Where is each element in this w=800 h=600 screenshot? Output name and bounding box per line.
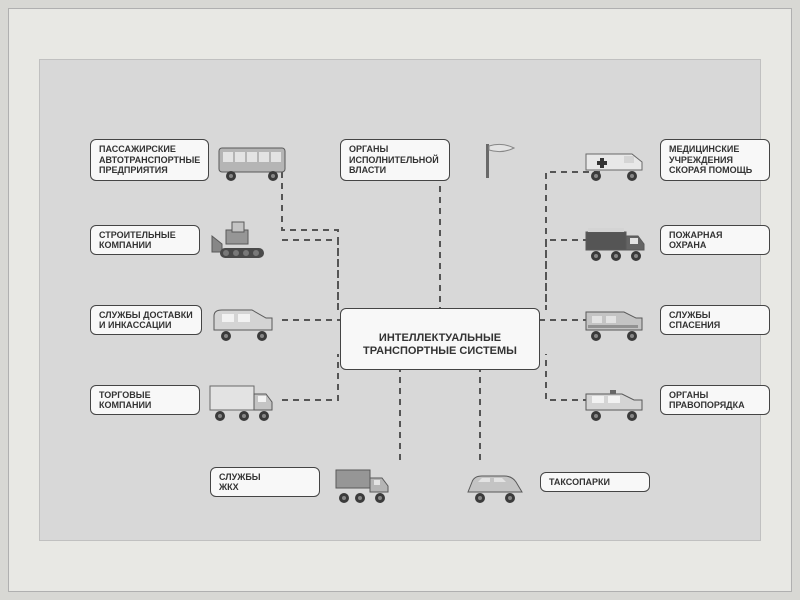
node-fire: ПОЖАРНАЯ ОХРАНА <box>580 218 770 262</box>
node-label: СЛУЖБЫ ЖКХ <box>210 467 320 498</box>
truck-icon <box>206 378 280 422</box>
node-label: ТОРГОВЫЕ КОМПАНИИ <box>90 385 200 416</box>
node-label: ОРГАНЫ ИСПОЛНИТЕЛЬНОЙ ВЛАСТИ <box>340 139 450 180</box>
police-icon <box>580 378 654 422</box>
ambulance-icon <box>580 138 654 182</box>
node-label: ОРГАНЫ ПРАВОПОРЯДКА <box>660 385 770 416</box>
node-label: СЛУЖБЫ СПАСЕНИЯ <box>660 305 770 336</box>
node-medical: МЕДИЦИНСКИЕ УЧРЕЖДЕНИЯ СКОРАЯ ПОМОЩЬ <box>580 138 770 182</box>
node-passenger: ПАССАЖИРСКИЕ АВТОТРАНСПОРТНЫЕ ПРЕДПРИЯТИ… <box>90 138 289 182</box>
node-label: СТРОИТЕЛЬНЫЕ КОМПАНИИ <box>90 225 200 256</box>
bus-icon <box>215 138 289 182</box>
node-label: МЕДИЦИНСКИЕ УЧРЕЖДЕНИЯ СКОРАЯ ПОМОЩЬ <box>660 139 770 180</box>
edge-trade <box>282 354 338 400</box>
edge-construction <box>282 240 338 310</box>
rescue-icon <box>580 298 654 342</box>
node-utilities: СЛУЖБЫ ЖКХ <box>210 460 400 504</box>
node-trade: ТОРГОВЫЕ КОМПАНИИ <box>90 378 280 422</box>
firetruck-icon <box>580 218 654 262</box>
diagram-canvas: ИНТЕЛЛЕКТУАЛЬНЫЕ ТРАНСПОРТНЫЕ СИСТЕМЫ ПА… <box>39 59 761 541</box>
node-delivery: СЛУЖБЫ ДОСТАВКИ И ИНКАССАЦИИ <box>90 298 282 342</box>
node-label: ПОЖАРНАЯ ОХРАНА <box>660 225 770 256</box>
node-construction: СТРОИТЕЛЬНЫЕ КОМПАНИИ <box>90 218 280 262</box>
node-gov: ОРГАНЫ ИСПОЛНИТЕЛЬНОЙ ВЛАСТИ <box>340 138 530 182</box>
dump-icon <box>326 460 400 504</box>
node-label: ТАКСОПАРКИ <box>540 472 650 492</box>
center-node: ИНТЕЛЛЕКТУАЛЬНЫЕ ТРАНСПОРТНЫЕ СИСТЕМЫ <box>340 308 540 370</box>
van-icon <box>208 298 282 342</box>
node-police: ОРГАНЫ ПРАВОПОРЯДКА <box>580 378 770 422</box>
bulldozer-icon <box>206 218 280 262</box>
node-label: СЛУЖБЫ ДОСТАВКИ И ИНКАССАЦИИ <box>90 305 202 336</box>
car-icon <box>460 460 534 504</box>
node-rescue: СЛУЖБЫ СПАСЕНИЯ <box>580 298 770 342</box>
node-label: ПАССАЖИРСКИЕ АВТОТРАНСПОРТНЫЕ ПРЕДПРИЯТИ… <box>90 139 209 180</box>
node-taxi: ТАКСОПАРКИ <box>460 460 650 504</box>
center-label: ИНТЕЛЛЕКТУАЛЬНЫЕ ТРАНСПОРТНЫЕ СИСТЕМЫ <box>363 332 517 357</box>
flag-icon <box>456 138 530 182</box>
edge-passenger <box>282 172 338 310</box>
